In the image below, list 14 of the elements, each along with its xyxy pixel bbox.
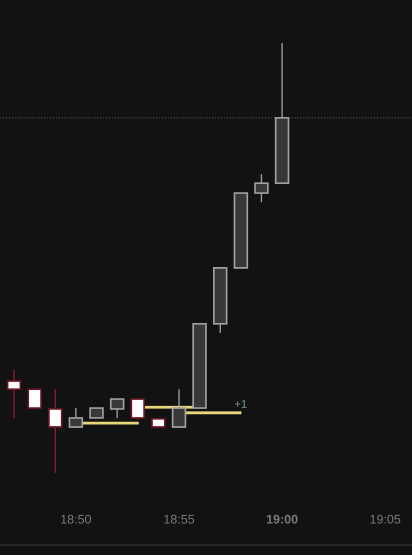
x-tick-label: 18:55 — [164, 514, 194, 524]
x-tick-label: 18:50 — [61, 514, 91, 524]
candlestick — [172, 388, 186, 428]
x-tick-label: 19:00 — [266, 514, 298, 524]
candlestick — [130, 398, 145, 421]
candlestick — [68, 407, 84, 428]
x-tick-label: 19:05 — [370, 514, 400, 524]
candlestick — [89, 407, 104, 419]
candlestick — [6, 369, 22, 419]
candlestick — [254, 173, 269, 203]
candlestick — [27, 388, 42, 409]
candlestick — [48, 388, 63, 474]
candlestick — [110, 398, 124, 419]
annotation: +1 — [235, 400, 247, 408]
